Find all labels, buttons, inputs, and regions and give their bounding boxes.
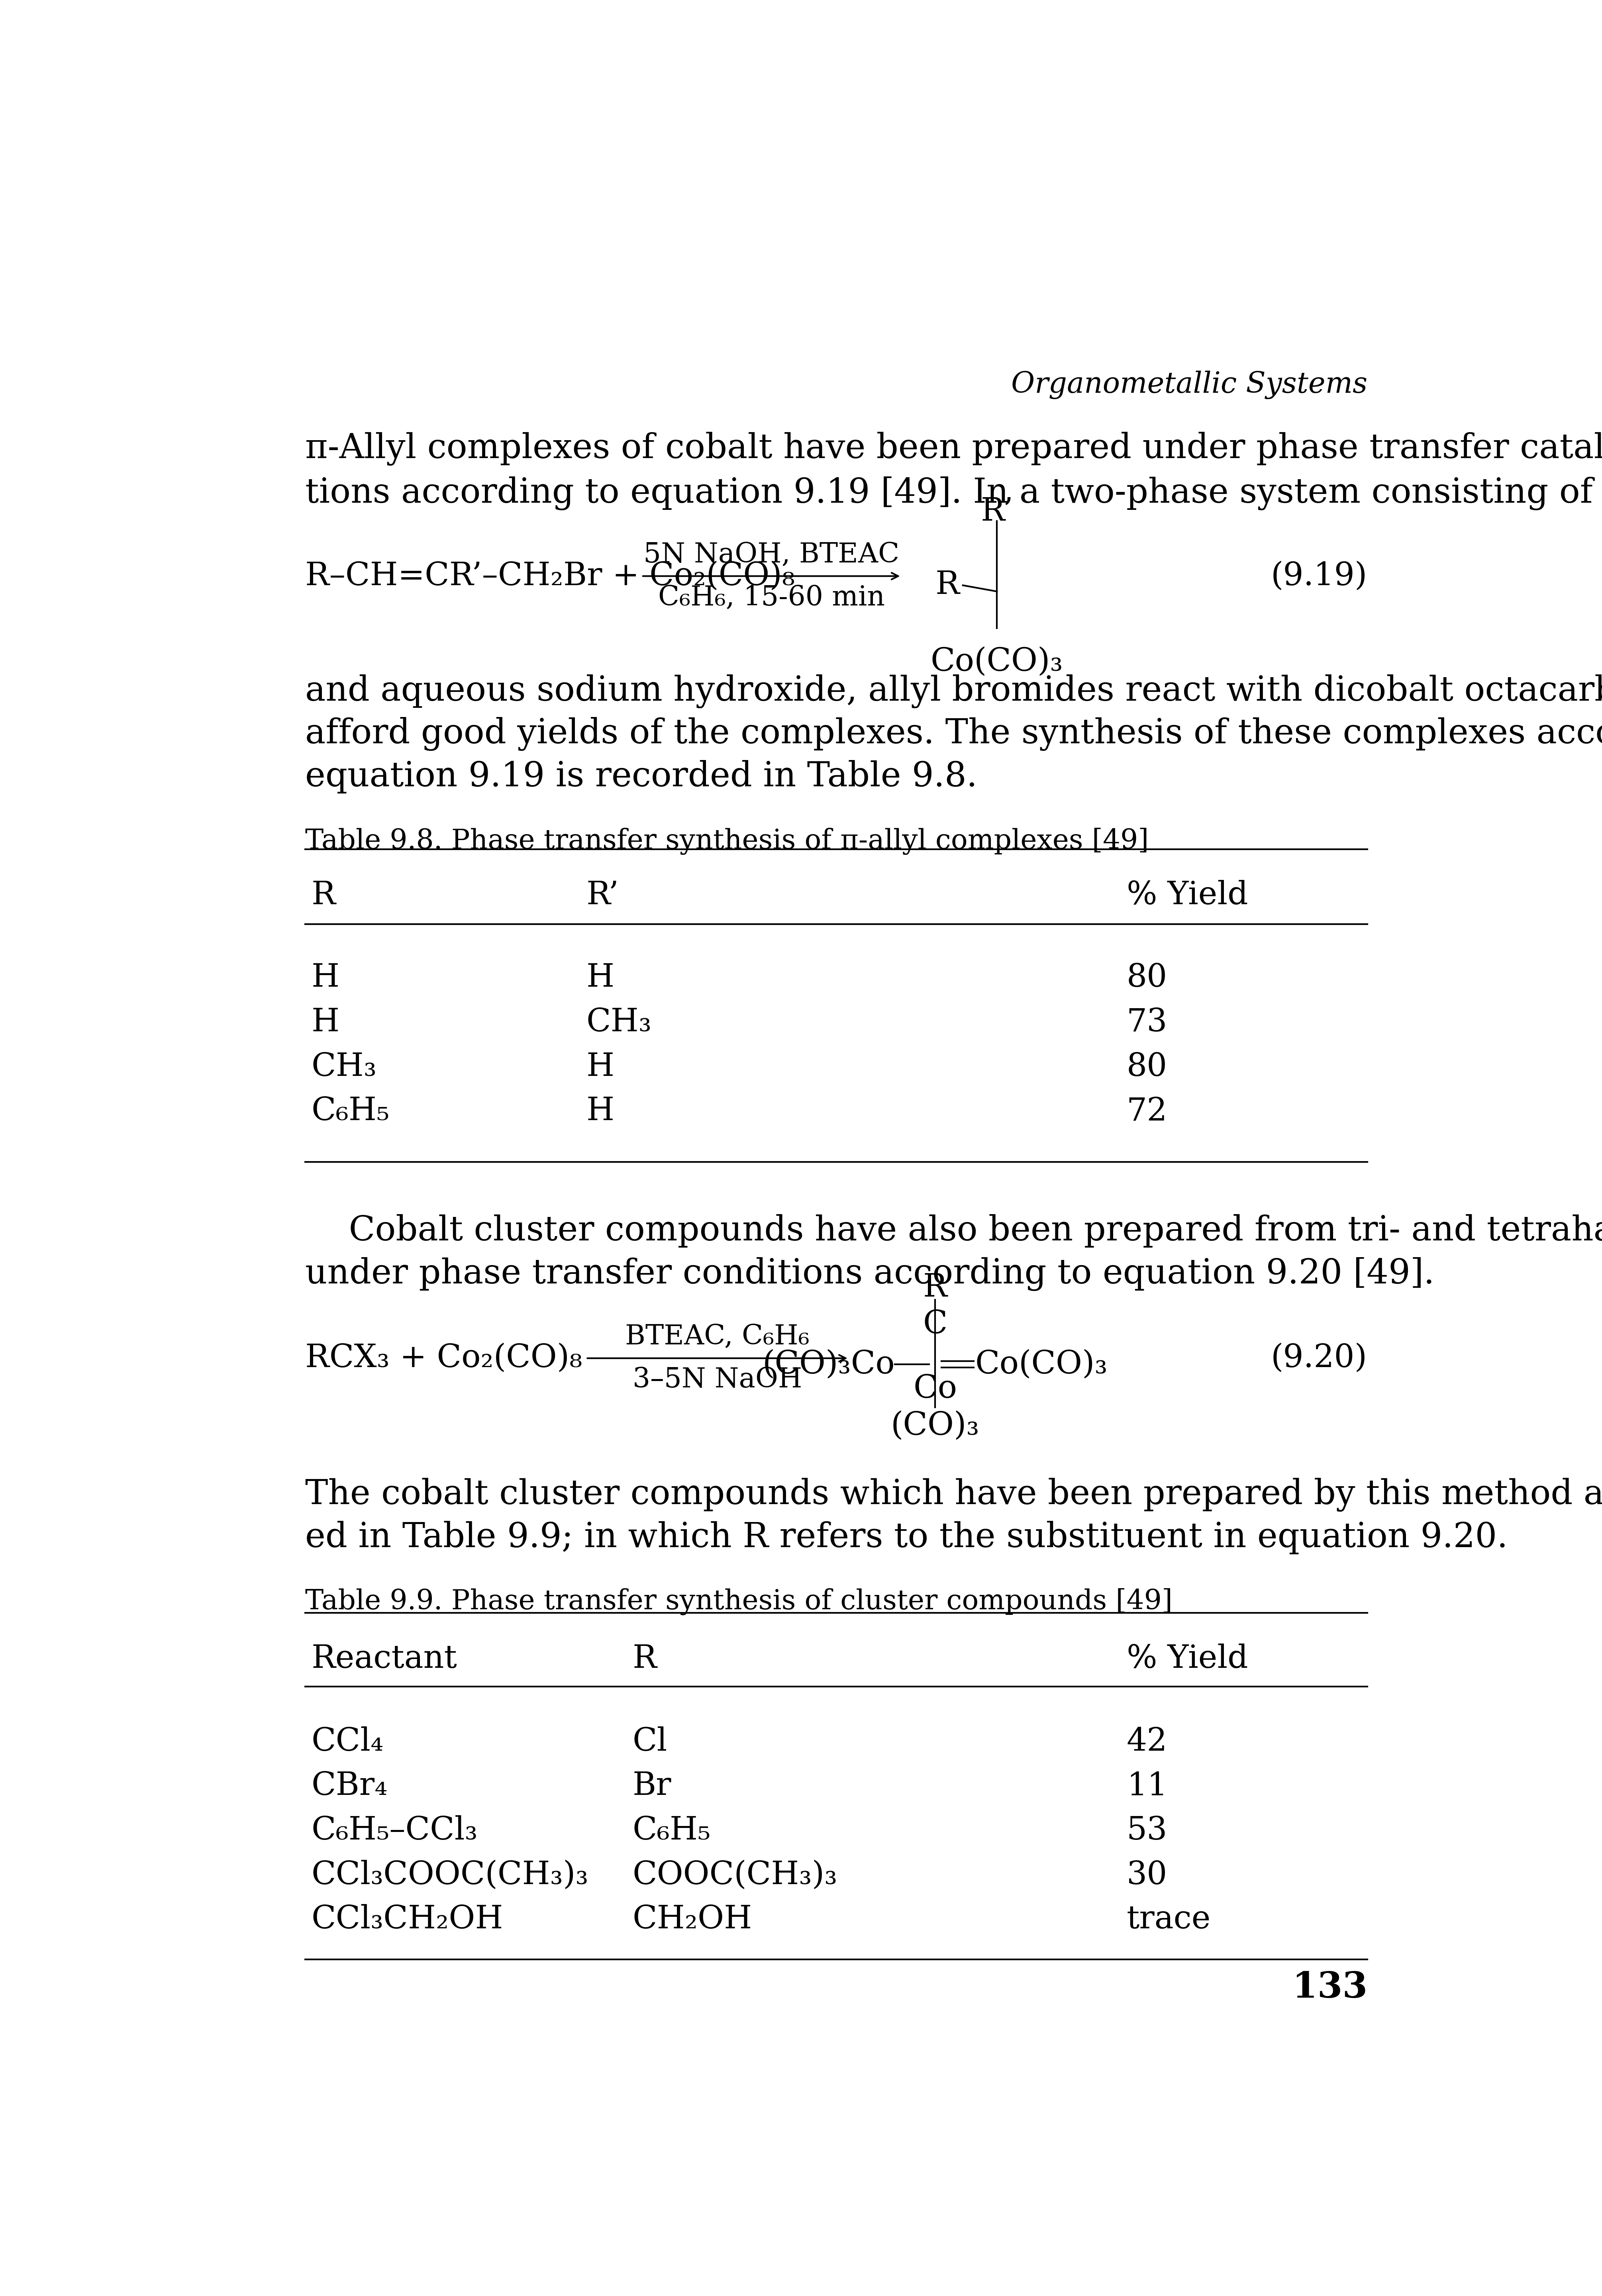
Text: C₆H₅: C₆H₅ — [633, 1816, 711, 1846]
Text: Reactant: Reactant — [311, 1644, 457, 1674]
Text: CH₂OH: CH₂OH — [633, 1903, 753, 1936]
Text: H: H — [586, 1052, 614, 1084]
Text: RCX₃ + Co₂(CO)₈: RCX₃ + Co₂(CO)₈ — [306, 1343, 582, 1373]
Text: 80: 80 — [1126, 1052, 1168, 1084]
Text: CCl₃CH₂OH: CCl₃CH₂OH — [311, 1903, 503, 1936]
Text: afford good yields of the complexes. The synthesis of these complexes according : afford good yields of the complexes. The… — [306, 716, 1602, 751]
Text: 3–5N NaOH: 3–5N NaOH — [633, 1366, 803, 1394]
Text: CCl₄: CCl₄ — [311, 1727, 383, 1756]
Text: tions according to equation 9.19 [49]. In a two-phase system consisting of benze: tions according to equation 9.19 [49]. I… — [306, 478, 1602, 510]
Text: ed in Table 9.9; in which R refers to the substituent in equation 9.20.: ed in Table 9.9; in which R refers to th… — [306, 1520, 1507, 1554]
Text: R’: R’ — [586, 879, 618, 912]
Text: H: H — [586, 962, 614, 994]
Text: R’: R’ — [980, 496, 1012, 528]
Text: π-Allyl complexes of cobalt have been prepared under phase transfer catalytic co: π-Allyl complexes of cobalt have been pr… — [306, 432, 1602, 466]
Text: % Yield: % Yield — [1126, 879, 1248, 912]
Text: Cl: Cl — [633, 1727, 668, 1756]
Text: equation 9.19 is recorded in Table 9.8.: equation 9.19 is recorded in Table 9.8. — [306, 760, 977, 794]
Text: 11: 11 — [1126, 1770, 1168, 1802]
Text: 73: 73 — [1126, 1008, 1168, 1038]
Text: Co: Co — [913, 1373, 956, 1405]
Text: Table 9.8. Phase transfer synthesis of π-allyl complexes [49]: Table 9.8. Phase transfer synthesis of π… — [306, 827, 1149, 854]
Text: CH₃: CH₃ — [311, 1052, 376, 1084]
Text: CBr₄: CBr₄ — [311, 1770, 388, 1802]
Text: 133: 133 — [1293, 1970, 1368, 2004]
Text: Co(CO)₃: Co(CO)₃ — [976, 1348, 1109, 1380]
Text: (9.20): (9.20) — [1270, 1343, 1368, 1373]
Text: BTEAC, C₆H₆: BTEAC, C₆H₆ — [625, 1322, 809, 1350]
Text: R: R — [633, 1644, 657, 1674]
Text: 5N NaOH, BTEAC: 5N NaOH, BTEAC — [644, 542, 899, 567]
Text: % Yield: % Yield — [1126, 1644, 1248, 1674]
Text: Br: Br — [633, 1770, 671, 1802]
Text: The cobalt cluster compounds which have been prepared by this method are record-: The cobalt cluster compounds which have … — [306, 1479, 1602, 1511]
Text: Organometallic Systems: Organometallic Systems — [1011, 370, 1368, 400]
Text: and aqueous sodium hydroxide, allyl bromides react with dicobalt octacarbonyl to: and aqueous sodium hydroxide, allyl brom… — [306, 675, 1602, 707]
Text: trace: trace — [1126, 1903, 1211, 1936]
Text: COOC(CH₃)₃: COOC(CH₃)₃ — [633, 1860, 838, 1892]
Text: R: R — [936, 569, 960, 602]
Text: H: H — [311, 1008, 340, 1038]
Text: (CO)₃Co: (CO)₃Co — [763, 1348, 896, 1380]
Text: H: H — [311, 962, 340, 994]
Text: 53: 53 — [1126, 1816, 1168, 1846]
Text: C₆H₅: C₆H₅ — [311, 1095, 389, 1127]
Text: CH₃: CH₃ — [586, 1008, 652, 1038]
Text: 80: 80 — [1126, 962, 1168, 994]
Text: C₆H₅–CCl₃: C₆H₅–CCl₃ — [311, 1816, 477, 1846]
Text: CCl₃COOC(CH₃)₃: CCl₃COOC(CH₃)₃ — [311, 1860, 588, 1892]
Text: (CO)₃: (CO)₃ — [891, 1410, 979, 1442]
Text: under phase transfer conditions according to equation 9.20 [49].: under phase transfer conditions accordin… — [306, 1256, 1434, 1290]
Text: R–CH=CR’–CH₂Br + Co₂(CO)₈: R–CH=CR’–CH₂Br + Co₂(CO)₈ — [306, 560, 795, 592]
Text: C₆H₆, 15-60 min: C₆H₆, 15-60 min — [658, 585, 884, 611]
Text: Cobalt cluster compounds have also been prepared from tri- and tetrahalides: Cobalt cluster compounds have also been … — [306, 1215, 1602, 1247]
Text: 30: 30 — [1126, 1860, 1168, 1892]
Text: C: C — [923, 1309, 947, 1341]
Text: H: H — [586, 1095, 614, 1127]
Text: 72: 72 — [1126, 1095, 1168, 1127]
Text: Table 9.9. Phase transfer synthesis of cluster compounds [49]: Table 9.9. Phase transfer synthesis of c… — [306, 1589, 1173, 1616]
Text: Co(CO)₃: Co(CO)₃ — [931, 647, 1064, 677]
Text: R: R — [311, 879, 335, 912]
Text: 42: 42 — [1126, 1727, 1168, 1756]
Text: (9.19): (9.19) — [1270, 560, 1368, 592]
Text: R: R — [923, 1272, 947, 1304]
